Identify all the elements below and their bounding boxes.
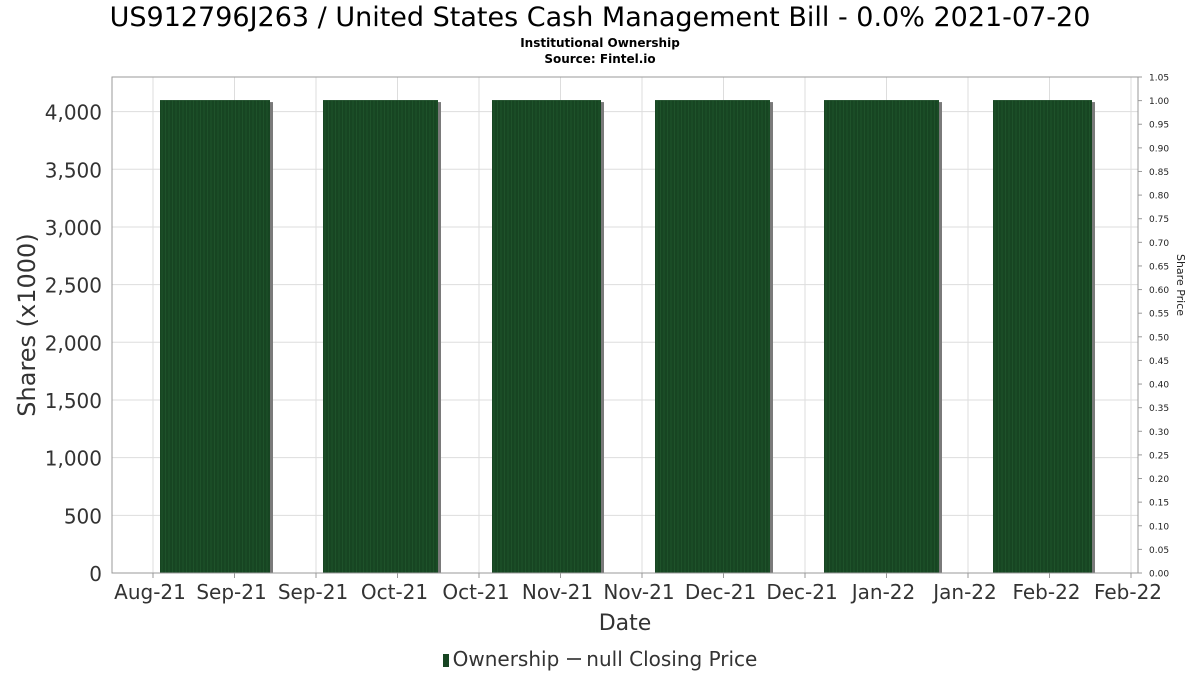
x-tick-label: Nov-21: [522, 580, 593, 604]
x-tick-label: Oct-21: [442, 580, 509, 604]
x-tick-label: Oct-21: [361, 580, 428, 604]
x-tick-label: Jan-22: [931, 580, 997, 604]
y2-tick-label: 0.50: [1149, 333, 1169, 343]
y2-tick-label: 0.30: [1149, 428, 1169, 438]
legend: Ownership null Closing Price: [0, 647, 1200, 671]
x-tick-label: Sep-21: [278, 580, 348, 604]
ownership-bar-fill: [655, 100, 770, 574]
y-tick-label: 1,000: [45, 447, 102, 471]
price-line-swatch: [567, 658, 582, 660]
ownership-bar: [492, 100, 604, 574]
y-tick-label: 3,500: [45, 158, 102, 182]
y2-tick-label: 0.15: [1149, 499, 1169, 509]
legend-ownership: Ownership: [452, 647, 560, 671]
y-axis-ticks: 0 500 1,000 1,500 2,000 2,500 3,000 3,500 4,000: [45, 101, 102, 586]
y2-tick-label: 1.00: [1149, 97, 1169, 107]
x-tick-label: Aug-21: [114, 580, 186, 604]
y-tick-label: 4,000: [45, 101, 102, 125]
x-tick-label: Feb-22: [1094, 580, 1162, 604]
y2-tick-label: 0.45: [1149, 357, 1169, 367]
x-axis-label: Date: [599, 611, 652, 636]
y2-tick-label: 0.05: [1149, 546, 1169, 556]
y2-tick-label: 0.70: [1149, 239, 1169, 249]
ownership-bar-fill: [824, 100, 939, 574]
ownership-bar: [993, 100, 1095, 574]
y-axis-label: Shares (x1000): [13, 233, 41, 416]
x-tick-label: Nov-21: [603, 580, 674, 604]
x-tick-label: Sep-21: [196, 580, 266, 604]
y-tick-label: 3,000: [45, 216, 102, 240]
y2-tick-label: 0.20: [1149, 475, 1169, 485]
y2-tick-label: 0.40: [1149, 381, 1169, 391]
x-axis-ticks: Aug-21 Sep-21 Sep-21 Oct-21 Oct-21 Nov-21 Nov-…: [114, 573, 1162, 604]
y2-tick-label: 1.05: [1149, 74, 1169, 84]
ownership-bar-fill: [160, 100, 270, 574]
legend-price: null Closing Price: [586, 647, 758, 671]
x-tick-label: Feb-22: [1012, 580, 1080, 604]
y2-tick-label: 0.75: [1149, 215, 1169, 225]
chart-source: Source: Fintel.io: [544, 52, 656, 66]
ownership-bar-fill: [993, 100, 1092, 574]
y-tick-label: 1,500: [45, 389, 102, 413]
ownership-chart: 05001,0001,5002,0002,5003,0003,5004,000 …: [13, 74, 1187, 637]
plot-frame: [111, 76, 1139, 574]
ownership-bar: [160, 100, 273, 574]
y2-axis-ticks: 0.00 0.05 0.10 0.15 0.20 0.25 0.30 0.35 0.40 0.45…: [1138, 74, 1169, 580]
y2-tick-label: 0.60: [1149, 286, 1169, 296]
y-tick-label: 2,500: [45, 274, 102, 298]
x-tick-label: Dec-21: [685, 580, 756, 604]
ownership-swatch: [442, 654, 449, 667]
chart-subtitle: Institutional Ownership: [520, 36, 680, 50]
y2-tick-label: 0.65: [1149, 262, 1169, 272]
y2-tick-label: 0.10: [1149, 522, 1169, 532]
ownership-bar: [323, 100, 441, 574]
y-tick-label: 0: [89, 562, 102, 586]
y-tick-label: 500: [64, 504, 102, 528]
x-tick-label: Jan-22: [850, 580, 916, 604]
y2-axis-label: Share Price: [1174, 254, 1187, 316]
ownership-bar-fill: [323, 100, 438, 574]
y2-tick-label: 0.35: [1149, 404, 1169, 414]
y2-tick-label: 0.90: [1149, 144, 1169, 154]
y2-tick-label: 0.55: [1149, 310, 1169, 320]
x-tick-label: Dec-21: [766, 580, 837, 604]
ownership-bar: [655, 100, 773, 574]
y2-tick-label: 0.95: [1149, 121, 1169, 131]
y2-tick-label: 0.85: [1149, 168, 1169, 178]
y2-tick-label: 0.00: [1149, 570, 1169, 580]
bars-layer: [160, 100, 1095, 574]
chart-title: US912796J263 / United States Cash Manage…: [109, 2, 1091, 33]
ownership-bar: [824, 100, 942, 574]
y-tick-label: 2,000: [45, 331, 102, 355]
y2-tick-label: 0.80: [1149, 192, 1169, 202]
y2-tick-label: 0.25: [1149, 451, 1169, 461]
